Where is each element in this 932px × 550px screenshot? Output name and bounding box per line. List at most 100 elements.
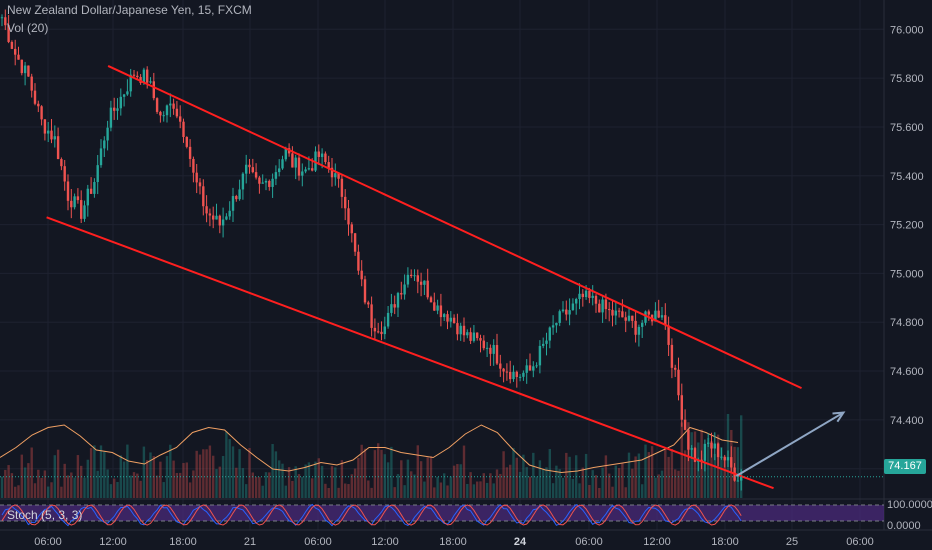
volume-bar <box>723 457 726 498</box>
candle-body <box>578 293 581 300</box>
price-tick-label: 75.400 <box>890 171 924 183</box>
price-tick-label: 74.600 <box>890 366 924 378</box>
price-tick-label: 76.000 <box>890 24 924 36</box>
volume-bar <box>650 446 654 498</box>
volume-bar <box>393 487 396 498</box>
volume-bar <box>99 445 103 498</box>
candle-body <box>119 96 122 109</box>
volume-bar <box>522 454 525 498</box>
volume-bar <box>505 467 509 498</box>
volume-bar <box>281 463 284 498</box>
volume-bar <box>578 483 581 498</box>
volume-bar <box>634 456 637 498</box>
candle-body <box>690 448 693 450</box>
candle-body <box>700 459 703 461</box>
candle-body <box>281 159 284 169</box>
candle-body <box>33 90 37 104</box>
volume-bar <box>251 472 254 498</box>
volume-bar <box>598 487 601 498</box>
candle-body <box>492 345 495 354</box>
volume-bar <box>291 480 294 498</box>
volume-bar <box>561 477 565 498</box>
volume-bar <box>314 461 317 498</box>
candle-body <box>740 476 743 481</box>
candle-body <box>687 429 690 450</box>
volume-bar <box>30 447 33 498</box>
volume-bar <box>515 457 518 498</box>
volume-bar <box>703 453 707 498</box>
candle-body <box>509 371 512 380</box>
price-tick-label: 75.600 <box>890 122 924 134</box>
candle-body <box>103 140 106 149</box>
candle-body <box>109 107 113 128</box>
volume-bar <box>271 444 274 498</box>
volume-bar <box>4 469 7 498</box>
volume-bar <box>311 478 314 498</box>
candle-body <box>462 325 466 336</box>
candle-body <box>390 304 393 313</box>
volume-bar <box>740 415 743 498</box>
candle-body <box>594 295 598 304</box>
candle-body <box>172 103 175 109</box>
volume-bar <box>594 475 598 498</box>
volume-bar <box>631 468 634 498</box>
volume-bar <box>621 463 624 498</box>
volume-bar <box>571 478 575 498</box>
volume-bar <box>601 467 604 498</box>
volume-bar <box>287 467 291 498</box>
volume-bar <box>136 473 139 498</box>
volume-bar <box>357 457 360 498</box>
volume-bar <box>617 468 621 498</box>
candle-body <box>614 310 617 316</box>
candle-body <box>406 274 410 285</box>
candle-body <box>334 173 337 178</box>
candle-body <box>80 200 83 219</box>
volume-bar <box>327 487 330 498</box>
candle-body <box>162 115 165 117</box>
candle-body <box>225 216 228 220</box>
time-tick-label: 12:00 <box>99 536 127 548</box>
candle-body <box>476 332 479 339</box>
volume-bar <box>231 446 235 498</box>
volume-bar <box>492 483 495 498</box>
candle-body <box>218 215 221 226</box>
volume-bar <box>499 473 502 498</box>
volume-bar <box>268 472 271 498</box>
volume-bar <box>106 469 109 498</box>
candle-body <box>703 443 707 461</box>
volume-bar <box>472 484 476 498</box>
candle-body <box>591 295 594 298</box>
volume-bar <box>545 467 548 498</box>
candle-body <box>716 443 720 458</box>
time-tick-label: 12:00 <box>643 536 671 548</box>
volume-bar <box>429 456 433 498</box>
candle-body <box>271 178 274 187</box>
candle-body <box>601 299 604 313</box>
volume-bar <box>202 449 205 498</box>
volume-bar <box>439 482 443 498</box>
volume-bar <box>132 472 136 498</box>
volume-bar <box>159 461 162 498</box>
time-tick-label: 06:00 <box>846 536 874 548</box>
candle-body <box>535 365 538 367</box>
candle-body <box>96 165 99 183</box>
time-tick-label: 06:00 <box>575 536 603 548</box>
volume-bar <box>10 473 14 498</box>
candle-body <box>393 304 396 308</box>
candle-body <box>291 153 294 168</box>
volume-bar <box>423 481 426 498</box>
volume-bar <box>538 460 542 498</box>
candle-body <box>373 327 377 332</box>
time-tick-label: 18:00 <box>711 536 739 548</box>
volume-bar <box>40 477 43 498</box>
candle-body <box>670 344 674 368</box>
candle-body <box>604 299 608 310</box>
volume-bar <box>641 484 644 498</box>
volume-bar <box>165 456 169 498</box>
candle-body <box>532 366 535 371</box>
volume-bar <box>284 485 287 498</box>
candle-body <box>611 309 614 316</box>
candle-body <box>452 317 456 324</box>
candle-body <box>205 206 208 214</box>
